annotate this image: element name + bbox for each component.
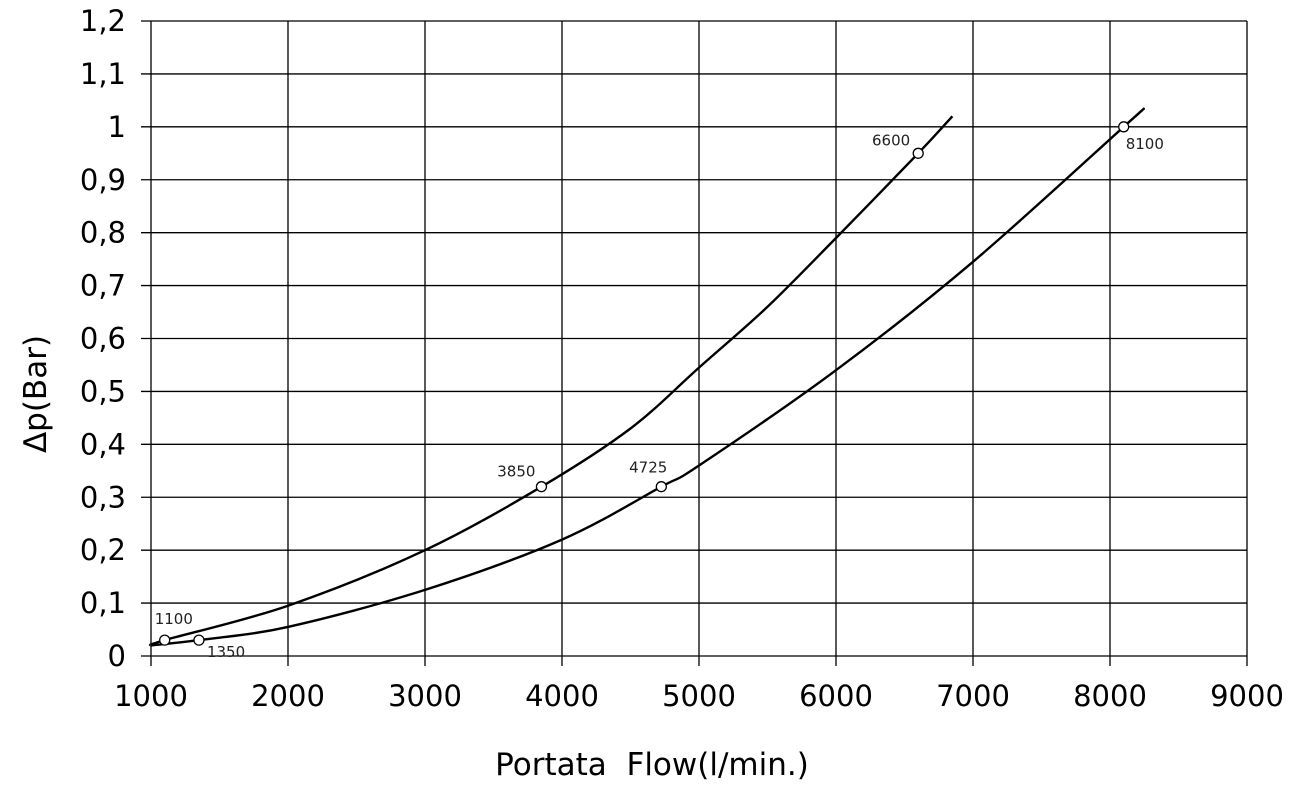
y-tick-label: 0,4 xyxy=(80,427,126,461)
data-label: 1350 xyxy=(207,643,245,661)
data-point-marker xyxy=(535,481,548,493)
x-tick-label: 2000 xyxy=(251,679,325,713)
data-point-marker xyxy=(193,634,205,646)
data-label: 4725 xyxy=(629,459,667,477)
y-tick-label: 0,9 xyxy=(80,163,126,197)
data-label: 1100 xyxy=(155,610,193,628)
x-tick-label: 8000 xyxy=(1073,679,1147,713)
y-tick-label: 0,1 xyxy=(80,586,126,620)
data-label: 6600 xyxy=(872,131,910,149)
x-tick-label: 4000 xyxy=(525,679,599,713)
x-tick-label: 3000 xyxy=(388,679,462,713)
data-point-marker xyxy=(1118,121,1130,133)
x-tick-label: 5000 xyxy=(662,679,736,713)
y-tick-label: 1,1 xyxy=(80,57,126,91)
series-lines xyxy=(148,107,1146,647)
x-tick-label: 7000 xyxy=(936,679,1010,713)
x-tick-label: 1000 xyxy=(114,679,188,713)
x-axis-ticks: 1000 2000 3000 4000 5000 6000 7000 8000 9000 xyxy=(114,679,1284,713)
y-axis-title: Δp(Bar) xyxy=(18,335,54,453)
data-point-marker xyxy=(655,481,667,493)
y-tick-label: 0,6 xyxy=(80,322,126,356)
y-tick-label: 0,8 xyxy=(80,216,126,250)
y-axis-ticks: 0 0,1 0,2 0,3 0,4 0,5 0,6 0,7 0,8 0,9 1 1,1 1,2 xyxy=(80,4,126,673)
x-tick-label: 6000 xyxy=(799,679,873,713)
data-point-marker xyxy=(912,147,924,159)
y-tick-label: 1 xyxy=(108,110,126,144)
x-axis-title: Portata Flow(l/min.) xyxy=(495,747,809,783)
y-tick-label: 0,7 xyxy=(80,269,126,303)
data-label: 3850 xyxy=(497,463,535,481)
x-tick-label: 9000 xyxy=(1210,679,1284,713)
y-tick-label: 0,2 xyxy=(80,533,126,567)
y-tick-label: 1,2 xyxy=(80,4,126,38)
data-label: 8100 xyxy=(1126,135,1164,153)
grid xyxy=(141,20,1248,666)
data-point-marker xyxy=(159,634,171,646)
data-markers: 1100 3850 6600 1350 4725 8100 xyxy=(155,121,1164,661)
y-tick-label: 0 xyxy=(108,639,126,673)
y-tick-label: 0,3 xyxy=(80,480,126,514)
series-line-1 xyxy=(148,115,954,647)
series-line-2 xyxy=(150,107,1146,647)
y-tick-label: 0,5 xyxy=(80,374,126,408)
